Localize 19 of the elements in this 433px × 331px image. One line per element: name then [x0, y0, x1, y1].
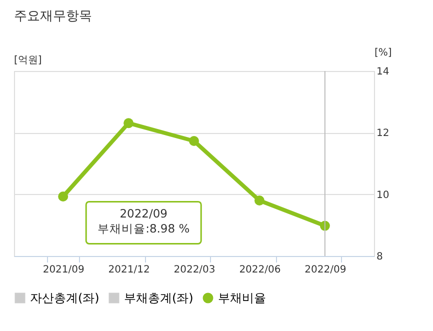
legend-label: 부채비율	[218, 291, 266, 305]
y2-tick-label: 14	[376, 66, 390, 78]
x-tick-label: 2022/03	[174, 264, 216, 276]
x-tick-label: 2022/09	[304, 264, 346, 276]
x-tick-label: 2021/09	[42, 264, 84, 276]
y2-tick-label: 8	[376, 252, 383, 262]
annotation: 2022/09 부채비율:8.98 %	[98, 206, 190, 236]
legend-label: 부채총계(좌)	[124, 291, 194, 305]
y2-tick-label: 12	[376, 128, 390, 140]
point	[254, 196, 264, 206]
point	[58, 192, 68, 202]
y-axis-title: [억원]	[14, 55, 42, 66]
y2-axis-title: [%]	[374, 48, 392, 58]
y2-tick-label: 10	[376, 190, 390, 201]
point	[124, 118, 134, 128]
legend-label: 자산총계(좌)	[30, 291, 100, 305]
chart-title: 주요재무항목	[14, 9, 92, 24]
x-tick-label: 2021/12	[108, 264, 150, 276]
x-tick-label: 2022/06	[239, 264, 281, 276]
